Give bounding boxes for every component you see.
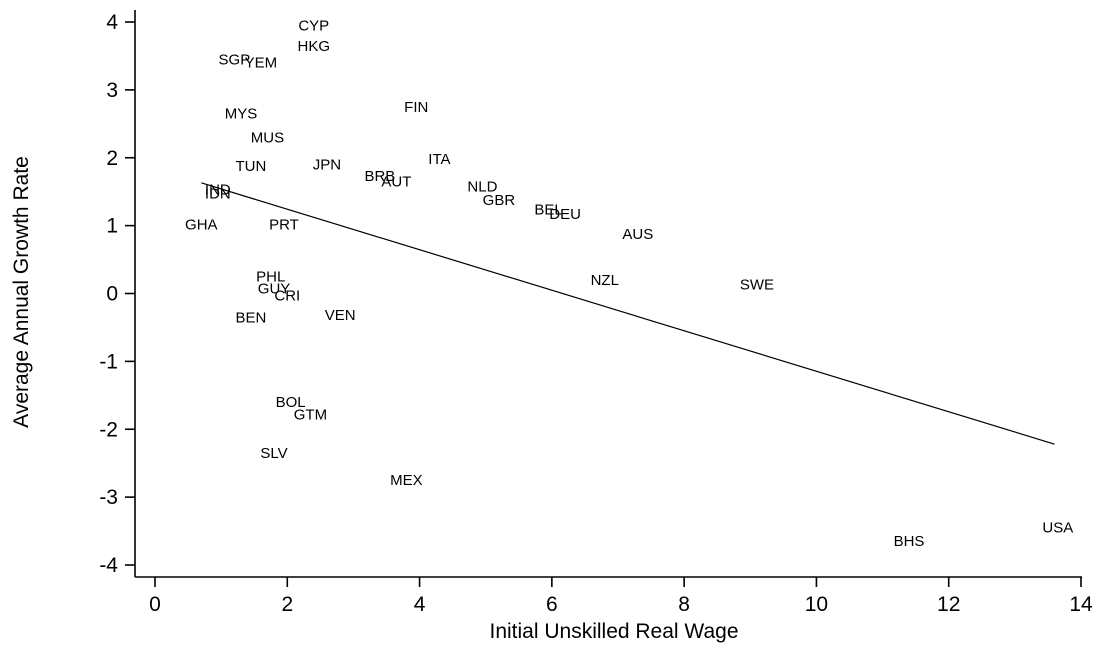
point-label: PRT	[269, 216, 299, 233]
point-label: GHA	[185, 216, 218, 233]
point-label: PHL	[256, 269, 285, 286]
point-label: MYS	[225, 106, 258, 123]
y-tick-label: 1	[106, 215, 118, 238]
point-label: TUN	[235, 158, 266, 175]
point-label: CYP	[298, 17, 329, 34]
x-tick-label: 10	[805, 593, 828, 616]
point-label: BHS	[894, 533, 925, 550]
point-label: AUT	[381, 174, 411, 191]
y-ticks: -4 -3 -2 -1 0 1 2 3 4	[99, 11, 135, 577]
x-tick-label: 4	[414, 593, 426, 616]
point-label: MEX	[390, 472, 423, 489]
point-label: IND	[205, 182, 231, 199]
point-label: USA	[1042, 520, 1073, 537]
point-label: IDN	[205, 186, 231, 203]
y-tick-label: -4	[99, 554, 118, 577]
y-tick-label: -1	[99, 350, 118, 373]
x-tick-label: 8	[678, 593, 690, 616]
x-tick-label: 0	[149, 593, 161, 616]
point-label: SLV	[260, 445, 287, 462]
x-ticks: 0 2 4 6 8 10 12 14	[149, 577, 1093, 616]
point-label: NLD	[467, 178, 497, 195]
y-tick-label: -2	[99, 418, 118, 441]
point-label: GBR	[483, 192, 516, 209]
x-tick-label: 6	[546, 593, 558, 616]
x-tick-label: 14	[1069, 593, 1093, 616]
point-label: CRI	[274, 288, 300, 305]
fit-line-group	[201, 182, 1055, 445]
point-label: BEN	[235, 309, 266, 326]
y-tick-label: 4	[106, 11, 118, 34]
point-label: GUY	[258, 281, 291, 298]
point-label: NZL	[591, 272, 619, 289]
y-tick-label: 3	[106, 79, 118, 102]
point-label: ITA	[428, 151, 450, 168]
fit-line	[201, 182, 1055, 445]
y-tick-label: 0	[106, 283, 118, 306]
point-label: YEM	[245, 55, 278, 72]
x-tick-label: 12	[937, 593, 960, 616]
point-label: MUS	[251, 129, 284, 146]
x-axis-title: Initial Unskilled Real Wage	[490, 620, 739, 643]
point-label: BEL	[534, 201, 562, 218]
y-tick-label: -3	[99, 486, 118, 509]
y-tick-label: 2	[106, 147, 118, 170]
point-label: BRB	[364, 168, 395, 185]
x-tick-label: 2	[281, 593, 293, 616]
point-label: DEU	[549, 206, 581, 223]
point-label: AUS	[622, 226, 653, 243]
point-label: SWE	[740, 277, 774, 294]
point-label: BOL	[276, 394, 306, 411]
point-label: JPN	[313, 157, 341, 174]
point-label: SGP	[219, 51, 251, 68]
point-label: HKG	[297, 38, 330, 55]
point-label: GTM	[294, 406, 327, 423]
y-axis-title: Average Annual Growth Rate	[10, 156, 33, 428]
point-label: FIN	[404, 99, 428, 116]
point-label: VEN	[325, 307, 356, 324]
